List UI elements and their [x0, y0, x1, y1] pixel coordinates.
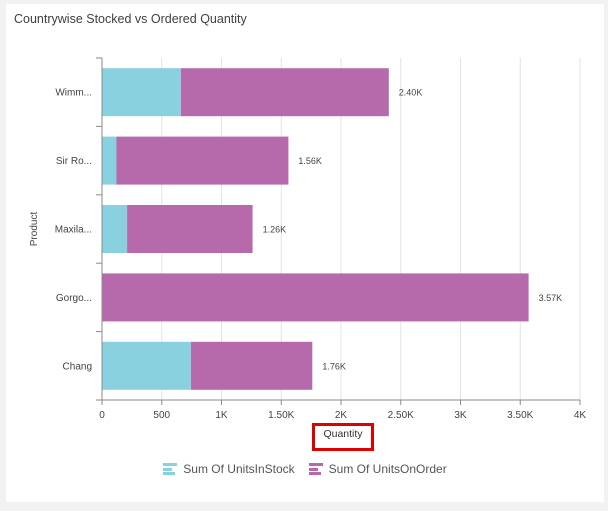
- legend: Sum Of UnitsInStock Sum Of UnitsOnOrder: [6, 462, 604, 476]
- y-tick-label: Gorgo...: [56, 293, 92, 304]
- data-label: 1.56K: [298, 156, 322, 166]
- legend-label: Sum Of UnitsOnOrder: [328, 462, 447, 476]
- y-tick-label: Maxila...: [55, 225, 92, 236]
- bar-units-in-stock: [102, 341, 192, 390]
- bar-units-in-stock: [102, 136, 117, 185]
- bar-units-on-order: [127, 205, 253, 253]
- x-tick-label: 2K: [335, 410, 348, 421]
- bar-units-on-order: [180, 68, 389, 117]
- x-axis-label-highlight: [312, 423, 374, 451]
- bar-chart: 2.40K Wimm... 1.56K Sir Ro... 1.26K Maxila...…: [29, 57, 587, 421]
- y-tick-label: Sir Ro...: [56, 156, 92, 167]
- bar-units-on-order: [191, 341, 313, 390]
- legend-item-units-on-order[interactable]: Sum Of UnitsOnOrder: [308, 462, 447, 476]
- chart-card: Countrywise Stocked vs Ordered Quantity …: [6, 4, 604, 502]
- y-tick-label: Chang: [63, 361, 92, 372]
- x-tick-label: 1K: [215, 410, 228, 421]
- legend-bar-icon: [163, 463, 178, 475]
- data-label: 1.76K: [322, 361, 346, 371]
- data-label: 2.40K: [399, 88, 423, 98]
- bar-units-in-stock: [102, 68, 181, 117]
- legend-bar-icon: [308, 463, 323, 475]
- x-axis-label: Quantity: [323, 428, 363, 440]
- x-tick-label: 3.50K: [507, 410, 533, 421]
- y-axis-label: Product: [29, 212, 40, 247]
- data-label: 3.57K: [539, 293, 563, 303]
- y-tick-label: Wimm...: [55, 88, 92, 99]
- x-tick-label: 3K: [454, 410, 467, 421]
- legend-label: Sum Of UnitsInStock: [183, 462, 295, 476]
- data-label: 1.26K: [263, 225, 287, 235]
- x-tick-label: 2.50K: [388, 410, 414, 421]
- bar-units-in-stock: [102, 205, 128, 253]
- x-tick-label: 0: [99, 410, 105, 421]
- legend-item-units-in-stock[interactable]: Sum Of UnitsInStock: [163, 462, 295, 476]
- x-tick-label: 500: [153, 410, 170, 421]
- bar-units-on-order: [102, 273, 529, 322]
- x-tick-label: 1.50K: [268, 410, 294, 421]
- chart-title: Countrywise Stocked vs Ordered Quantity: [14, 12, 247, 26]
- bar-units-on-order: [116, 136, 289, 185]
- x-tick-label: 4K: [574, 410, 587, 421]
